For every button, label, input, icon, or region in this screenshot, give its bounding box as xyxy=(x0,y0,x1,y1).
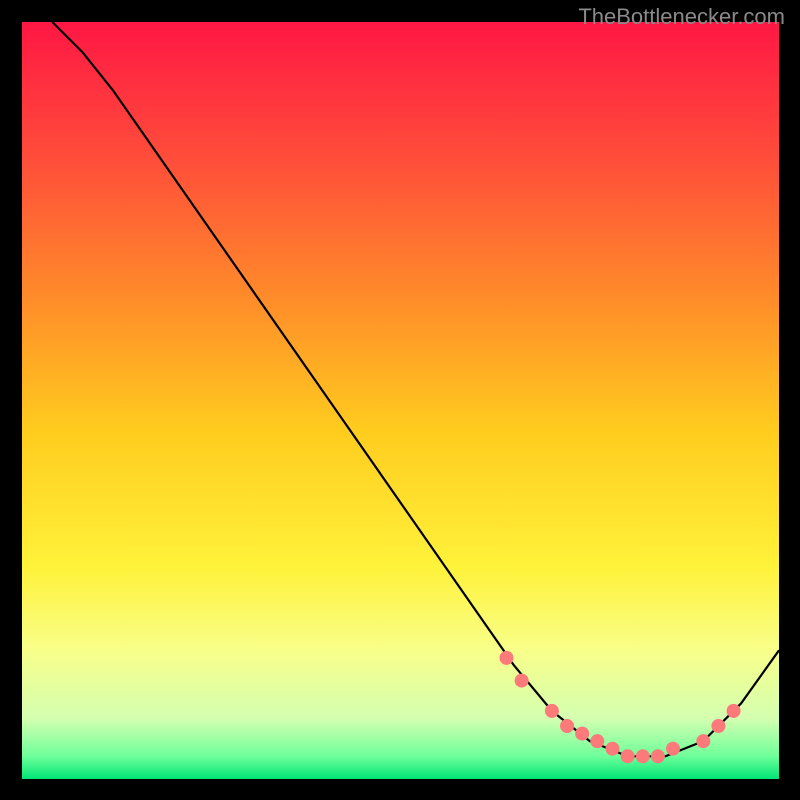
chart-plot-area xyxy=(22,22,779,779)
chart-svg xyxy=(22,22,779,779)
watermark-text: TheBottlenecker.com xyxy=(578,4,785,30)
